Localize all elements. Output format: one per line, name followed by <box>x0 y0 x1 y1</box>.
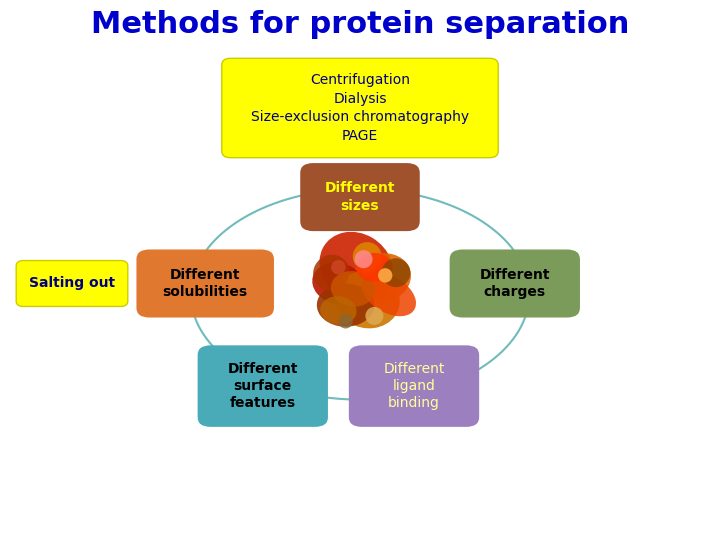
Ellipse shape <box>361 272 416 316</box>
Text: Methods for protein separation: Methods for protein separation <box>91 10 629 39</box>
Ellipse shape <box>317 284 374 327</box>
Ellipse shape <box>353 242 382 271</box>
Ellipse shape <box>331 260 346 274</box>
Text: Different
ligand
binding: Different ligand binding <box>383 362 445 410</box>
FancyBboxPatch shape <box>300 163 420 231</box>
Ellipse shape <box>313 255 349 291</box>
Ellipse shape <box>331 271 374 307</box>
Ellipse shape <box>338 314 353 328</box>
Ellipse shape <box>335 271 400 328</box>
Text: Different
solubilities: Different solubilities <box>163 268 248 299</box>
Ellipse shape <box>355 250 373 268</box>
FancyBboxPatch shape <box>222 58 498 158</box>
FancyBboxPatch shape <box>348 346 480 427</box>
Ellipse shape <box>366 307 384 325</box>
Text: Different
charges: Different charges <box>480 268 550 299</box>
FancyBboxPatch shape <box>16 261 128 306</box>
FancyBboxPatch shape <box>136 249 274 318</box>
Ellipse shape <box>356 253 392 282</box>
Ellipse shape <box>320 232 393 303</box>
Ellipse shape <box>352 253 411 303</box>
FancyBboxPatch shape <box>197 346 328 427</box>
Text: Different
surface
features: Different surface features <box>228 362 298 410</box>
Ellipse shape <box>312 262 364 305</box>
Ellipse shape <box>382 258 410 287</box>
FancyBboxPatch shape <box>449 249 580 318</box>
Text: Centrifugation
Dialysis
Size-exclusion chromatography
PAGE: Centrifugation Dialysis Size-exclusion c… <box>251 73 469 143</box>
Ellipse shape <box>320 296 356 325</box>
Text: Salting out: Salting out <box>29 276 115 291</box>
Ellipse shape <box>378 268 392 282</box>
Text: Different
sizes: Different sizes <box>325 181 395 213</box>
